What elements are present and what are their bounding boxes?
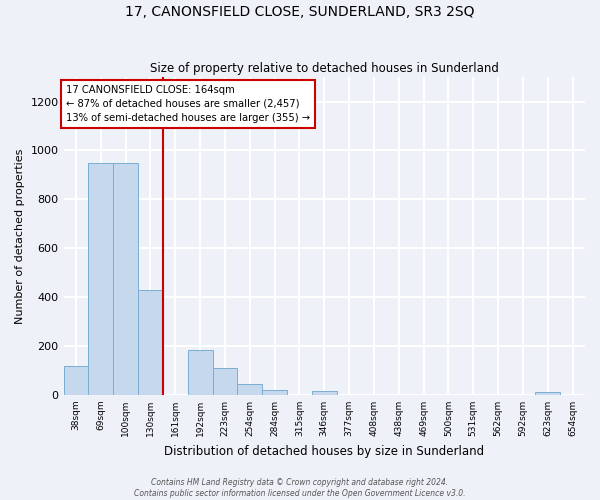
Text: 17 CANONSFIELD CLOSE: 164sqm
← 87% of detached houses are smaller (2,457)
13% of: 17 CANONSFIELD CLOSE: 164sqm ← 87% of de… [66, 85, 310, 123]
Bar [535, 392, 560, 395]
Text: Contains HM Land Registry data © Crown copyright and database right 2024.
Contai: Contains HM Land Registry data © Crown c… [134, 478, 466, 498]
X-axis label: Distribution of detached houses by size in Sunderland: Distribution of detached houses by size … [164, 444, 484, 458]
Bar [188, 350, 212, 395]
Bar [138, 290, 163, 395]
Bar [88, 162, 113, 395]
Bar [212, 368, 238, 395]
Bar [312, 392, 337, 395]
Bar [64, 366, 88, 395]
Title: Size of property relative to detached houses in Sunderland: Size of property relative to detached ho… [150, 62, 499, 74]
Bar [113, 162, 138, 395]
Bar [262, 390, 287, 395]
Bar [238, 384, 262, 395]
Text: 17, CANONSFIELD CLOSE, SUNDERLAND, SR3 2SQ: 17, CANONSFIELD CLOSE, SUNDERLAND, SR3 2… [125, 5, 475, 19]
Y-axis label: Number of detached properties: Number of detached properties [15, 148, 25, 324]
